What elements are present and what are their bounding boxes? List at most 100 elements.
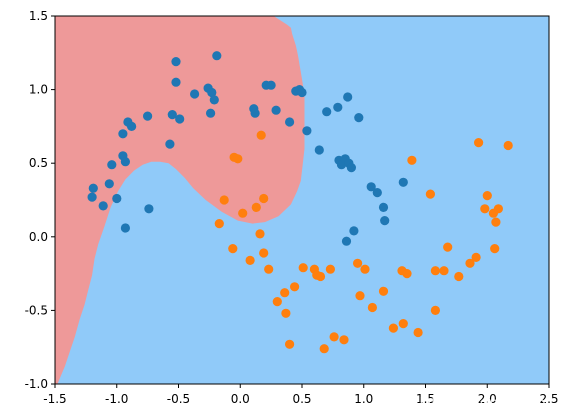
point-class-1 bbox=[491, 217, 501, 227]
y-tick-label: 1.0 bbox=[29, 83, 48, 97]
data-points bbox=[87, 51, 513, 354]
point-class-0 bbox=[127, 121, 137, 131]
point-class-1 bbox=[281, 308, 291, 318]
point-class-0 bbox=[120, 157, 130, 167]
point-class-0 bbox=[398, 177, 408, 187]
point-class-1 bbox=[439, 266, 449, 276]
point-class-1 bbox=[454, 271, 464, 282]
point-class-1 bbox=[259, 193, 269, 204]
point-class-0 bbox=[333, 102, 343, 112]
x-tick-label: -0.5 bbox=[167, 392, 190, 406]
x-tick-label: 0.5 bbox=[292, 392, 311, 406]
y-axis: -1.0 -0.5 0.0 0.5 1.0 1.5 bbox=[25, 9, 55, 391]
y-tick-label: -1.0 bbox=[25, 377, 48, 391]
point-class-0 bbox=[271, 105, 281, 115]
point-class-0 bbox=[87, 192, 97, 202]
point-class-1 bbox=[425, 189, 435, 199]
point-class-0 bbox=[112, 193, 122, 204]
watermark: CSDN @Aron's hub bbox=[398, 394, 546, 412]
point-class-1 bbox=[413, 327, 423, 338]
point-class-0 bbox=[171, 57, 181, 67]
point-class-0 bbox=[378, 202, 389, 212]
point-class-0 bbox=[209, 95, 219, 105]
point-class-1 bbox=[285, 339, 295, 349]
point-class-1 bbox=[298, 263, 308, 273]
point-class-1 bbox=[264, 264, 274, 274]
x-tick-label: 1.5 bbox=[416, 392, 435, 406]
point-class-1 bbox=[325, 264, 335, 274]
point-class-1 bbox=[360, 264, 370, 274]
point-class-0 bbox=[190, 89, 200, 99]
x-tick-label: 0.0 bbox=[231, 392, 250, 406]
plot-area bbox=[54, 15, 550, 385]
point-class-1 bbox=[315, 271, 326, 282]
point-class-1 bbox=[430, 266, 440, 276]
point-class-0 bbox=[346, 163, 356, 173]
point-class-0 bbox=[349, 226, 359, 236]
point-class-0 bbox=[107, 160, 117, 170]
point-class-0 bbox=[206, 108, 216, 118]
point-class-0 bbox=[341, 236, 352, 246]
point-class-1 bbox=[407, 155, 417, 165]
point-class-0 bbox=[366, 182, 376, 192]
point-class-1 bbox=[378, 286, 389, 296]
x-tick-label: 2.5 bbox=[539, 392, 558, 406]
point-class-1 bbox=[219, 195, 229, 205]
y-tick-label: -0.5 bbox=[25, 303, 48, 317]
point-class-1 bbox=[402, 269, 412, 279]
point-class-1 bbox=[443, 242, 453, 252]
point-class-0 bbox=[297, 87, 307, 98]
point-class-0 bbox=[120, 223, 130, 233]
point-class-1 bbox=[503, 140, 513, 151]
point-class-1 bbox=[398, 319, 408, 329]
point-class-0 bbox=[207, 87, 217, 98]
point-class-1 bbox=[228, 244, 238, 254]
point-class-1 bbox=[482, 191, 492, 201]
point-class-1 bbox=[367, 302, 377, 313]
point-class-0 bbox=[167, 110, 177, 120]
point-class-1 bbox=[388, 323, 398, 333]
point-class-1 bbox=[245, 255, 255, 265]
point-class-0 bbox=[250, 108, 260, 118]
point-class-1 bbox=[465, 258, 475, 268]
point-class-0 bbox=[266, 80, 276, 90]
point-class-1 bbox=[259, 248, 269, 258]
y-tick-label: 0.0 bbox=[29, 230, 48, 244]
point-class-1 bbox=[474, 138, 484, 148]
x-tick-label: 2.0 bbox=[478, 392, 497, 406]
point-class-1 bbox=[355, 291, 365, 301]
point-class-0 bbox=[104, 179, 114, 189]
x-tick-label: -1.5 bbox=[43, 392, 66, 406]
x-tick-label: -1.0 bbox=[105, 392, 128, 406]
point-class-1 bbox=[353, 258, 363, 268]
point-class-1 bbox=[329, 332, 339, 342]
point-class-1 bbox=[480, 204, 490, 214]
point-class-1 bbox=[251, 202, 261, 212]
point-class-0 bbox=[372, 188, 382, 198]
point-class-0 bbox=[380, 216, 390, 226]
point-class-1 bbox=[238, 208, 248, 218]
point-class-1 bbox=[256, 130, 266, 140]
point-class-1 bbox=[290, 282, 300, 292]
point-class-1 bbox=[272, 297, 282, 307]
point-class-0 bbox=[118, 129, 128, 139]
point-class-0 bbox=[98, 201, 108, 211]
point-class-0 bbox=[322, 107, 332, 117]
x-tick-label: 1.0 bbox=[354, 392, 373, 406]
point-class-0 bbox=[165, 139, 175, 149]
point-class-1 bbox=[233, 154, 243, 164]
decision-region-class0 bbox=[55, 16, 305, 384]
point-class-0 bbox=[343, 92, 353, 102]
point-class-1 bbox=[471, 252, 481, 262]
point-class-1 bbox=[430, 305, 440, 315]
point-class-0 bbox=[285, 117, 295, 127]
point-class-0 bbox=[171, 77, 181, 87]
point-class-0 bbox=[175, 114, 185, 124]
point-class-1 bbox=[493, 204, 503, 214]
x-axis: -1.5 -1.0 -0.5 0.0 0.5 1.0 1.5 2.0 2.5 bbox=[43, 384, 559, 406]
y-tick-label: 1.5 bbox=[29, 9, 48, 23]
point-class-0 bbox=[144, 204, 154, 214]
y-tick-label: 0.5 bbox=[29, 156, 48, 170]
point-class-0 bbox=[212, 51, 222, 61]
point-class-1 bbox=[255, 229, 265, 239]
